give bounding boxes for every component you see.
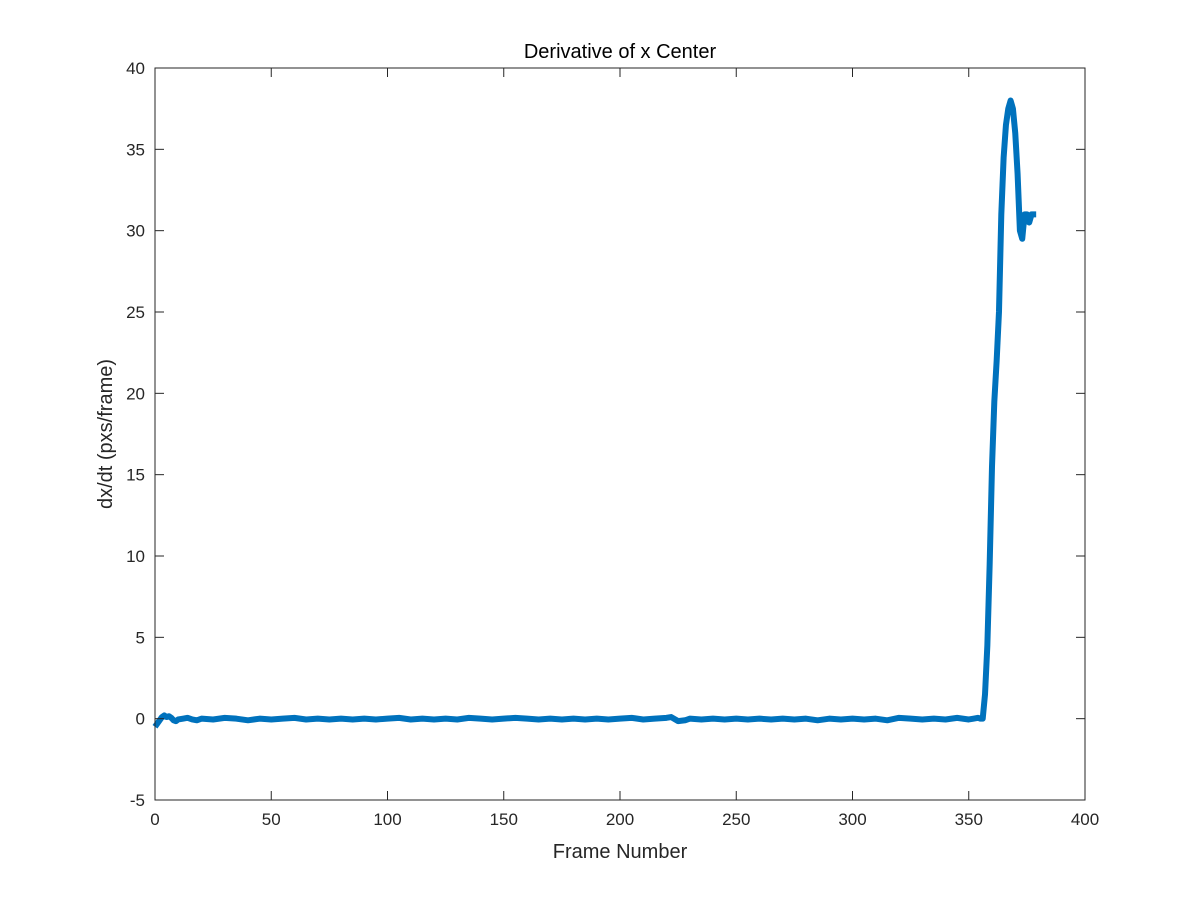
x-tick-label: 0	[150, 810, 159, 829]
y-tick-label: 20	[126, 384, 145, 403]
x-tick-label: 50	[262, 810, 281, 829]
y-tick-label: 0	[136, 710, 145, 729]
x-tick-label: 350	[955, 810, 983, 829]
x-tick-label: 250	[722, 810, 750, 829]
x-tick-label: 200	[606, 810, 634, 829]
series-layer	[152, 97, 1037, 729]
series-line-0	[152, 97, 1037, 729]
y-tick-label: 15	[126, 466, 145, 485]
x-tick-label: 300	[838, 810, 866, 829]
x-tick-label: 100	[373, 810, 401, 829]
y-tick-label: 30	[126, 222, 145, 241]
x-tick-label: 400	[1071, 810, 1099, 829]
plot-area	[155, 68, 1085, 800]
y-tick-label: 35	[126, 140, 145, 159]
x-axis-label: Frame Number	[553, 841, 688, 863]
x-tick-label: 150	[490, 810, 518, 829]
y-tick-label: 5	[136, 628, 145, 647]
chart-title: Derivative of x Center	[524, 41, 717, 63]
y-tick-label: 25	[126, 303, 145, 322]
ticks-layer: 0 50 100 150 200 250 300 350 400 -5 0 5 10 15 20 25 30 35…	[126, 59, 1099, 829]
y-axis-label: dx/dt (pxs/frame)	[95, 359, 117, 509]
y-tick-label: -5	[130, 791, 145, 810]
y-tick-label: 40	[126, 59, 145, 78]
y-tick-label: 10	[126, 547, 145, 566]
